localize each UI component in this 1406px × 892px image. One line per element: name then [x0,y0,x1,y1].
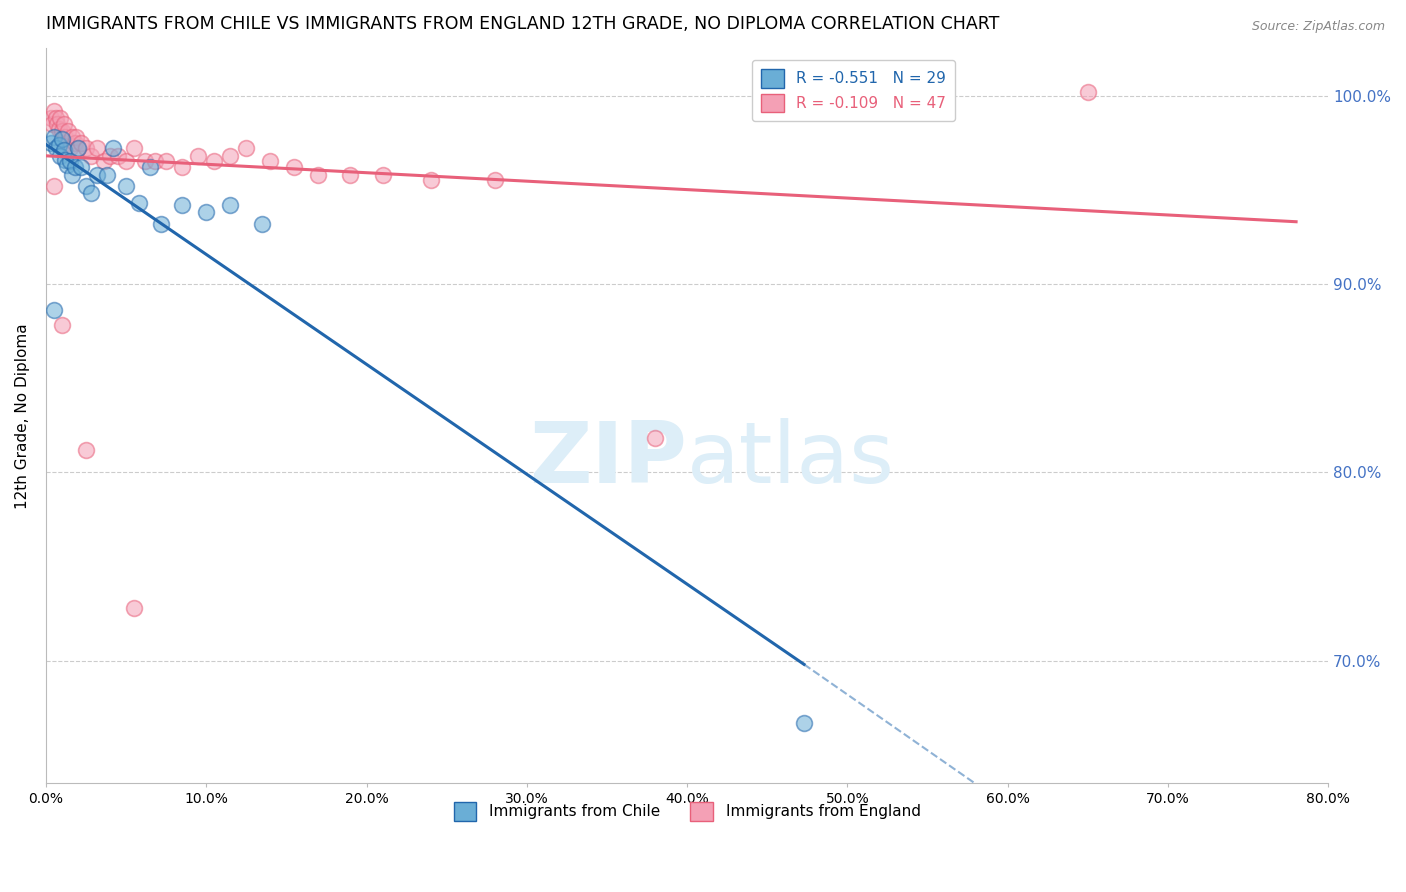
Point [150,217,173,231]
Point [115,154,138,169]
Point [107,149,129,163]
Y-axis label: 12th Grade, No Diploma: 12th Grade, No Diploma [15,323,30,508]
Point [52,143,75,157]
Point [39,136,62,150]
Point [65,130,87,145]
Point [219,198,242,212]
Point [172,160,194,174]
Point [195,205,218,219]
Point [128,195,150,210]
Point [63,136,86,150]
Point [235,141,257,155]
Point [70,160,93,174]
Point [53,130,76,145]
Point [63,160,86,174]
Point [59,141,82,155]
Text: atlas: atlas [688,418,896,501]
Point [42,178,65,193]
Point [66,141,89,155]
Point [60,130,83,145]
Legend: Immigrants from Chile, Immigrants from England: Immigrants from Chile, Immigrants from E… [447,796,927,827]
Point [42,303,65,318]
Point [93,154,115,169]
Point [793,715,815,730]
Point [66,141,89,155]
Point [187,149,209,163]
Point [52,117,75,131]
Point [48,137,70,152]
Point [139,160,162,174]
Point [51,318,73,333]
Point [202,154,225,169]
Point [51,132,73,146]
Point [252,217,274,231]
Point [86,168,108,182]
Point [219,149,242,163]
Point [58,124,80,138]
Point [51,124,73,138]
Point [75,178,97,193]
Point [339,168,361,182]
Point [259,154,281,169]
Point [56,158,79,172]
Point [484,173,506,187]
Text: IMMIGRANTS FROM CHILE VS IMMIGRANTS FROM ENGLAND 12TH GRADE, NO DIPLOMA CORRELAT: IMMIGRANTS FROM CHILE VS IMMIGRANTS FROM… [46,15,1000,33]
Text: ZIP: ZIP [529,418,688,501]
Point [96,168,118,182]
Point [419,173,441,187]
Point [172,198,194,212]
Point [48,122,70,136]
Point [41,117,63,131]
Point [75,442,97,457]
Point [155,154,177,169]
Point [49,111,72,125]
Point [122,141,145,155]
Point [70,136,93,150]
Point [283,160,305,174]
Point [42,130,65,145]
Point [53,153,76,167]
Point [80,149,103,163]
Point [45,141,67,155]
Point [103,141,125,155]
Point [115,178,138,193]
Point [42,103,65,118]
Point [60,168,83,182]
Point [98,149,121,163]
Point [134,154,156,169]
Text: Source: ZipAtlas.com: Source: ZipAtlas.com [1251,20,1385,33]
Point [49,149,72,163]
Point [56,136,79,150]
Point [45,111,67,125]
Point [122,600,145,615]
Point [39,111,62,125]
Point [46,117,69,131]
Point [644,431,666,445]
Point [1077,85,1099,99]
Point [307,168,329,182]
Point [75,141,97,155]
Point [80,186,103,201]
Point [59,154,82,169]
Point [371,168,394,182]
Point [143,154,166,169]
Point [86,141,108,155]
